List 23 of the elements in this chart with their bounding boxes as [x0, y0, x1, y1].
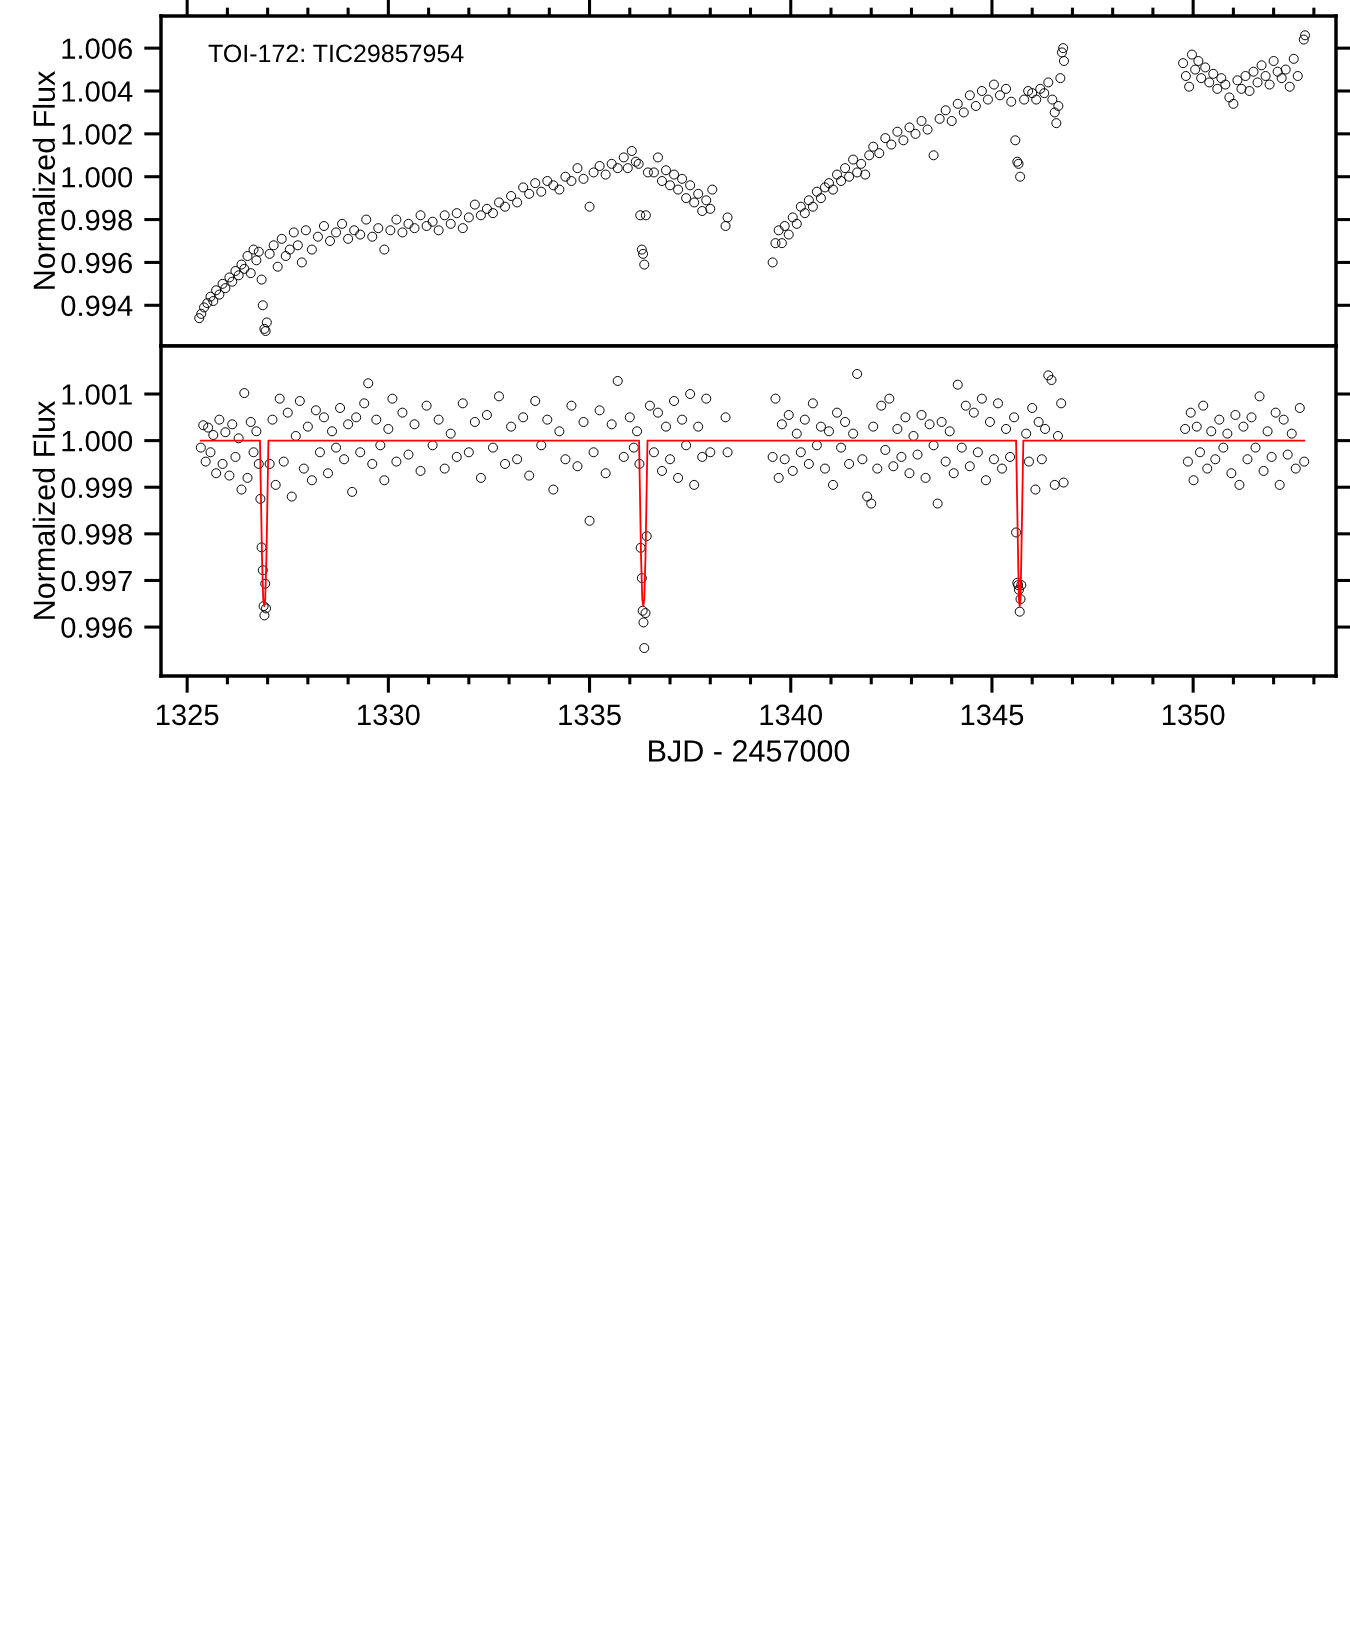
y-tick-label: 0.998: [61, 209, 132, 231]
y-tick-label: 1.000: [62, 430, 133, 452]
y-tick-label: 1.000: [62, 166, 133, 188]
x-tick-label: 1330: [358, 704, 420, 726]
x-tick-label: 1350: [1162, 704, 1225, 726]
y-tick-label: 1.001: [62, 384, 132, 405]
y-tick-label: 1.002: [62, 124, 132, 145]
y-tick-label: 0.994: [61, 295, 133, 317]
y-tick-label: 0.996: [61, 617, 132, 638]
annotation: TOI-172: TIC29857954: [208, 44, 464, 63]
x-axis-title: BJD - 2457000: [649, 740, 850, 762]
y-tick-label: 0.997: [61, 570, 132, 592]
x-tick-label: 1325: [156, 704, 219, 726]
y-axis-title: Normalized Flux: [32, 70, 56, 289]
x-tick-label: 1345: [961, 704, 1024, 726]
y-tick-label: 0.998: [61, 524, 132, 545]
y-tick-label: 0.996: [61, 252, 132, 274]
x-tick-label: 1335: [559, 704, 621, 726]
x-tick-label: 1340: [760, 704, 823, 726]
y-tick-label: 1.004: [62, 81, 133, 102]
y-axis-title: Normalized Flux: [32, 400, 56, 619]
y-tick-label: 1.006: [62, 38, 132, 59]
y-tick-label: 0.999: [61, 477, 132, 499]
